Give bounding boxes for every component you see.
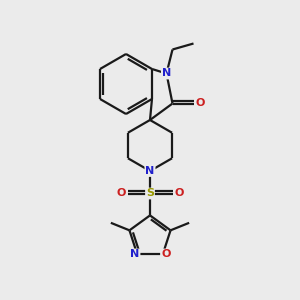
Text: O: O <box>195 98 205 109</box>
Text: N: N <box>146 166 154 176</box>
Text: S: S <box>146 188 154 199</box>
Text: O: O <box>174 188 184 199</box>
Text: O: O <box>116 188 126 199</box>
Text: N: N <box>162 68 171 79</box>
Text: O: O <box>161 250 170 260</box>
Text: N: N <box>130 250 140 260</box>
